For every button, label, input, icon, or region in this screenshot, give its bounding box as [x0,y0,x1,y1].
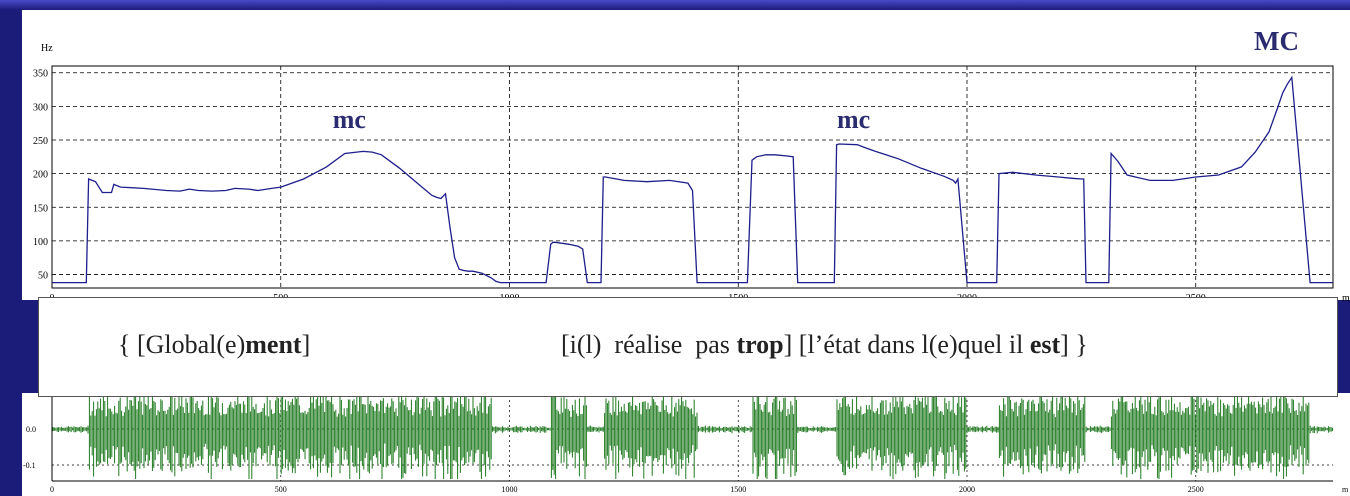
waveform-chart: 0.0 -0.1 0 500 1000 1500 2000 2500 m [23,395,1349,494]
segment-etat: ] [l’état dans l(e)quel il [783,330,1030,359]
annotation-mc-2: mc [837,105,870,134]
pitch-y-tick-350: 350 [33,69,48,80]
wave-x-tick-0: 0 [50,485,54,494]
segment-close-1: ] [301,330,311,359]
slide-top-band [0,0,1350,10]
wave-x-end-label: m [1342,485,1349,494]
waveform-signal [52,395,1334,479]
wave-x-tick-1000: 1000 [502,485,518,494]
pitch-contour-line [52,75,1333,284]
corner-label-mc: MC [1254,26,1299,56]
x-axis-end-label: m [1342,293,1350,304]
segment-close-2: ] } [1060,330,1088,359]
pitch-y-tick-250: 250 [33,136,48,147]
transcription-part-1: { [Global(e)ment] [118,330,310,360]
wave-x-tick-500: 500 [275,485,287,494]
pitch-y-tick-200: 200 [33,170,48,181]
wave-x-tick-1500: 1500 [730,485,746,494]
pitch-plot-frame [51,65,1334,289]
wave-y-tick-neg: -0.1 [23,461,36,470]
y-unit-label: Hz [41,43,53,54]
segment-est-bold: est [1029,330,1061,359]
transcription-part-2: [i(l) réalise pas trop] [l’état dans l(e… [561,330,1088,360]
pitch-axis-ticks: 5010015020025030035005001000150020002500 [33,69,1206,304]
pitch-grid [51,65,1334,289]
pitch-y-tick-100: 100 [33,237,48,248]
transcription-box: { [Global(e)ment] [i(l) réalise pas trop… [38,297,1338,397]
wave-y-tick-0: 0.0 [26,425,36,434]
pitch-chart: 5010015020025030035005001000150020002500… [33,26,1350,304]
wave-x-ticks: 0 500 1000 1500 2000 2500 [50,485,1204,494]
segment-realise: [i(l) réalise pas [561,330,737,359]
wave-x-tick-2500: 2500 [1188,485,1204,494]
pitch-chart-panel: 5010015020025030035005001000150020002500… [22,10,1350,304]
pitch-y-tick-50: 50 [38,271,48,282]
pitch-y-tick-300: 300 [33,102,48,113]
annotation-mc-1: mc [333,105,366,134]
segment-global: { [Global(e) [118,330,246,359]
wave-x-tick-2000: 2000 [959,485,975,494]
segment-trop-bold: trop [736,330,784,359]
pitch-y-tick-150: 150 [33,203,48,214]
segment-ment-bold: ment [245,330,302,359]
waveform-panel: 0.0 -0.1 0 500 1000 1500 2000 2500 m [22,393,1350,496]
